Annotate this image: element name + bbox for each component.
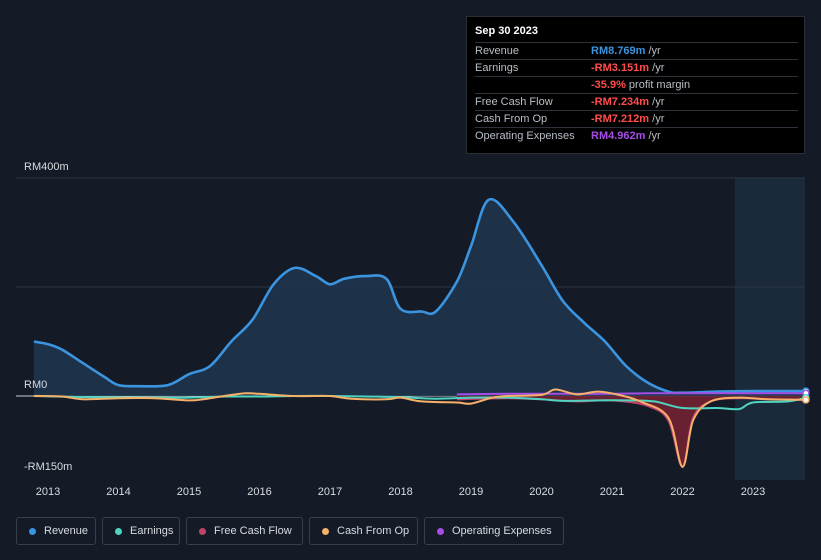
tooltip-row-unit: /yr — [652, 62, 665, 74]
legend-item-free-cash-flow[interactable]: Free Cash Flow — [186, 517, 303, 545]
x-tick-label: 2013 — [36, 486, 60, 498]
legend-dot-icon — [322, 528, 329, 535]
x-tick-label: 2015 — [177, 486, 201, 498]
revenue-line — [33, 197, 806, 395]
legend-item-operating-expenses[interactable]: Operating Expenses — [424, 517, 564, 545]
tooltip-row-value: RM8.769m /yr — [591, 45, 661, 57]
legend-dot-icon — [115, 528, 122, 535]
legend-dot-icon — [29, 528, 36, 535]
cash-from-op-line — [33, 388, 806, 468]
legend-label: Revenue — [44, 525, 89, 537]
x-tick-label: 2017 — [318, 486, 342, 498]
tooltip-row-label: Free Cash Flow — [475, 96, 553, 108]
y-tick-label: -RM150m — [24, 461, 72, 473]
x-tick-label: 2016 — [247, 486, 271, 498]
legend-item-revenue[interactable]: Revenue — [16, 517, 96, 545]
tooltip-row-label: Operating Expenses — [475, 130, 575, 142]
cash-from-op-end-marker — [802, 396, 810, 404]
tooltip-row-value: RM4.962m /yr — [591, 130, 661, 142]
forecast-shade — [735, 178, 805, 480]
legend-label: Operating Expenses — [452, 525, 552, 537]
x-tick-label: 2018 — [388, 486, 412, 498]
revenue-area — [33, 199, 806, 396]
legend-dot-icon — [199, 528, 206, 535]
operating-expenses-line — [456, 392, 806, 396]
tooltip-date: Sep 30 2023 — [475, 25, 538, 37]
tooltip-row-unit: /yr — [652, 96, 665, 108]
tooltip-row-value: -RM3.151m /yr — [591, 62, 665, 74]
tooltip-row-label: Cash From Op — [475, 113, 548, 125]
tooltip-row: Free Cash Flow -RM7.234m /yr — [475, 93, 798, 111]
x-tick-label: 2020 — [529, 486, 553, 498]
legend-label: Free Cash Flow — [214, 525, 292, 537]
tooltip-row: Earnings -RM3.151m /yr — [475, 59, 798, 77]
tooltip-row-unit: /yr — [652, 113, 665, 125]
x-tick-label: 2022 — [670, 486, 694, 498]
tooltip-row-unit: /yr — [648, 130, 661, 142]
x-tick-label: 2021 — [600, 486, 624, 498]
tooltip-row-unit: /yr — [648, 45, 661, 57]
legend-item-cash-from-op[interactable]: Cash From Op — [309, 517, 418, 545]
legend-dot-icon — [437, 528, 444, 535]
tooltip-row-value: -35.9% profit margin — [591, 79, 691, 91]
y-tick-label: RM400m — [24, 161, 69, 173]
tooltip: Sep 30 2023 Revenue RM8.769m /yr Earnings -… — [466, 16, 805, 154]
x-tick-label: 2023 — [741, 486, 765, 498]
tooltip-row: Cash From Op -RM7.212m /yr — [475, 110, 798, 128]
tooltip-row-unit: profit margin — [628, 79, 691, 91]
tooltip-row-label: Earnings — [475, 62, 519, 74]
legend-label: Earnings — [130, 525, 174, 537]
tooltip-row-label: Revenue — [475, 45, 520, 57]
x-tick-label: 2014 — [106, 486, 130, 498]
y-tick-label: RM0 — [24, 379, 47, 391]
legend-label: Cash From Op — [337, 525, 410, 537]
tooltip-row-value: -RM7.234m /yr — [591, 96, 665, 108]
tooltip-row: Operating Expenses RM4.962m /yr — [475, 127, 798, 145]
legend-item-earnings[interactable]: Earnings — [102, 517, 180, 545]
chart: RM400m RM0 -RM150m 2013 2014 2015 2016 2017 201… — [16, 161, 810, 498]
x-tick-label: 2019 — [459, 486, 483, 498]
tooltip-row-value: -RM7.212m /yr — [591, 113, 665, 125]
tooltip-row: -35.9% profit margin — [475, 76, 798, 94]
tooltip-row: Revenue RM8.769m /yr — [475, 42, 798, 60]
